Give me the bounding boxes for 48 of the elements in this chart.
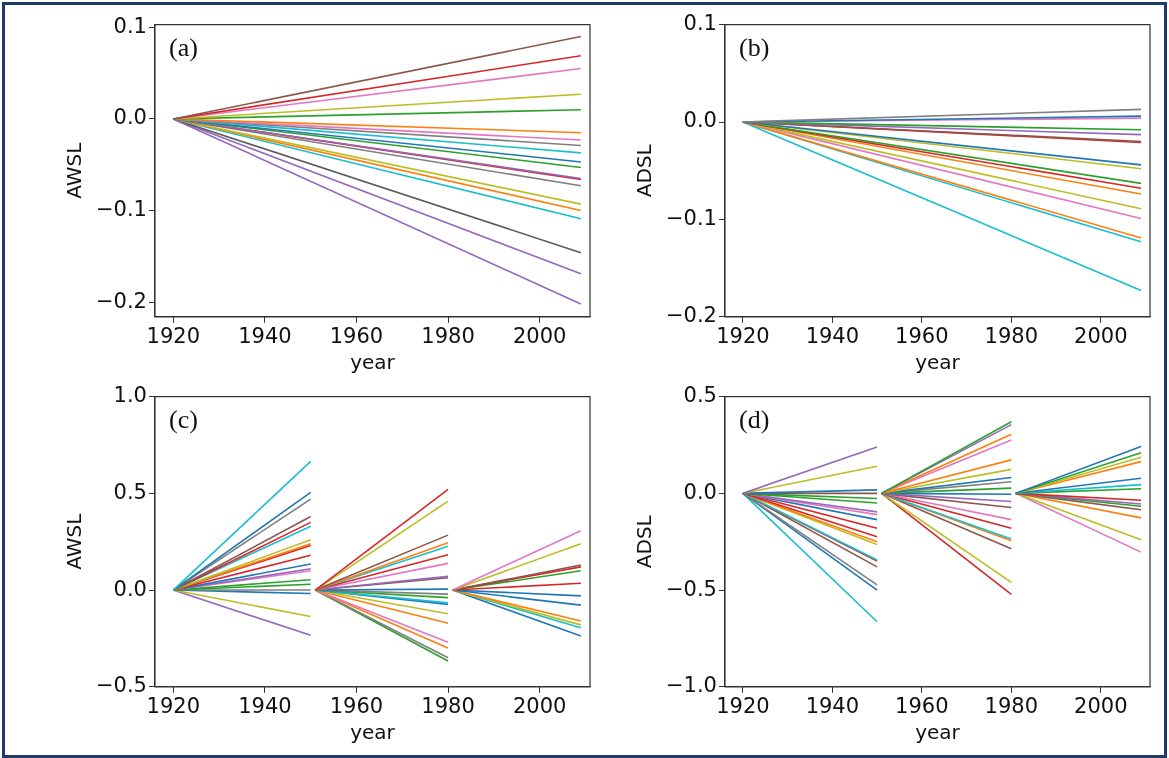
y-tick-label: −0.1 (95, 197, 147, 221)
x-tick-label: 1980 (421, 323, 475, 348)
x-tick-label: 1960 (329, 693, 384, 718)
x-tick-label: 1960 (895, 323, 949, 348)
y-axis-title: ADSL (632, 143, 657, 198)
annotation: (d) (738, 405, 770, 435)
y-axis-title: ADSL (632, 514, 657, 569)
annotation: (c) (168, 405, 198, 435)
y-tick-label: −0.1 (665, 205, 717, 230)
x-axis-title: year (350, 720, 396, 745)
y-tick-label: 0.0 (113, 576, 147, 601)
x-tick-label: 1920 (716, 323, 770, 348)
x-tick-label: 1920 (716, 693, 770, 718)
y-tick-label: 1.0 (113, 383, 147, 408)
x-tick-label: 2000 (1074, 323, 1128, 348)
y-tick-label: −0.5 (665, 576, 717, 601)
y-tick-label: −0.5 (95, 673, 147, 698)
y-axis-title: AWSL (62, 141, 87, 199)
x-tick-label: 1920 (146, 323, 201, 348)
x-tick-label: 2000 (512, 323, 567, 348)
x-tick-label: 1980 (421, 693, 475, 718)
x-tick-label: 1960 (895, 693, 949, 718)
annotation: (a) (168, 33, 198, 63)
y-tick-label: −1.0 (665, 673, 717, 698)
x-tick-label: 1940 (805, 693, 860, 718)
y-tick-label: 0.5 (683, 383, 717, 408)
y-tick-label: 0.1 (683, 11, 717, 36)
x-tick-label: 2000 (1074, 693, 1128, 718)
y-tick-label: −0.2 (665, 303, 717, 328)
y-tick-label: −0.2 (95, 288, 147, 313)
y-tick-label: 0.0 (683, 479, 717, 504)
x-tick-label: 1980 (984, 693, 1039, 718)
annotation: (b) (738, 33, 770, 63)
x-tick-label: 1960 (329, 323, 384, 348)
x-tick-label: 1920 (146, 693, 201, 718)
x-tick-label: 1940 (805, 323, 860, 348)
y-tick-label: 0.5 (113, 479, 147, 504)
x-tick-label: 1940 (238, 323, 292, 348)
y-axis-title: AWSL (62, 512, 87, 570)
x-axis-title: year (915, 350, 961, 375)
y-tick-label: 0.1 (113, 13, 147, 38)
x-tick-label: 2000 (512, 693, 567, 718)
x-axis-title: year (915, 720, 961, 745)
x-tick-label: 1940 (238, 693, 292, 718)
x-axis-title: year (350, 350, 396, 375)
y-tick-label: 0.0 (683, 108, 717, 133)
x-tick-label: 1980 (984, 323, 1039, 348)
y-tick-label: 0.0 (113, 105, 147, 130)
